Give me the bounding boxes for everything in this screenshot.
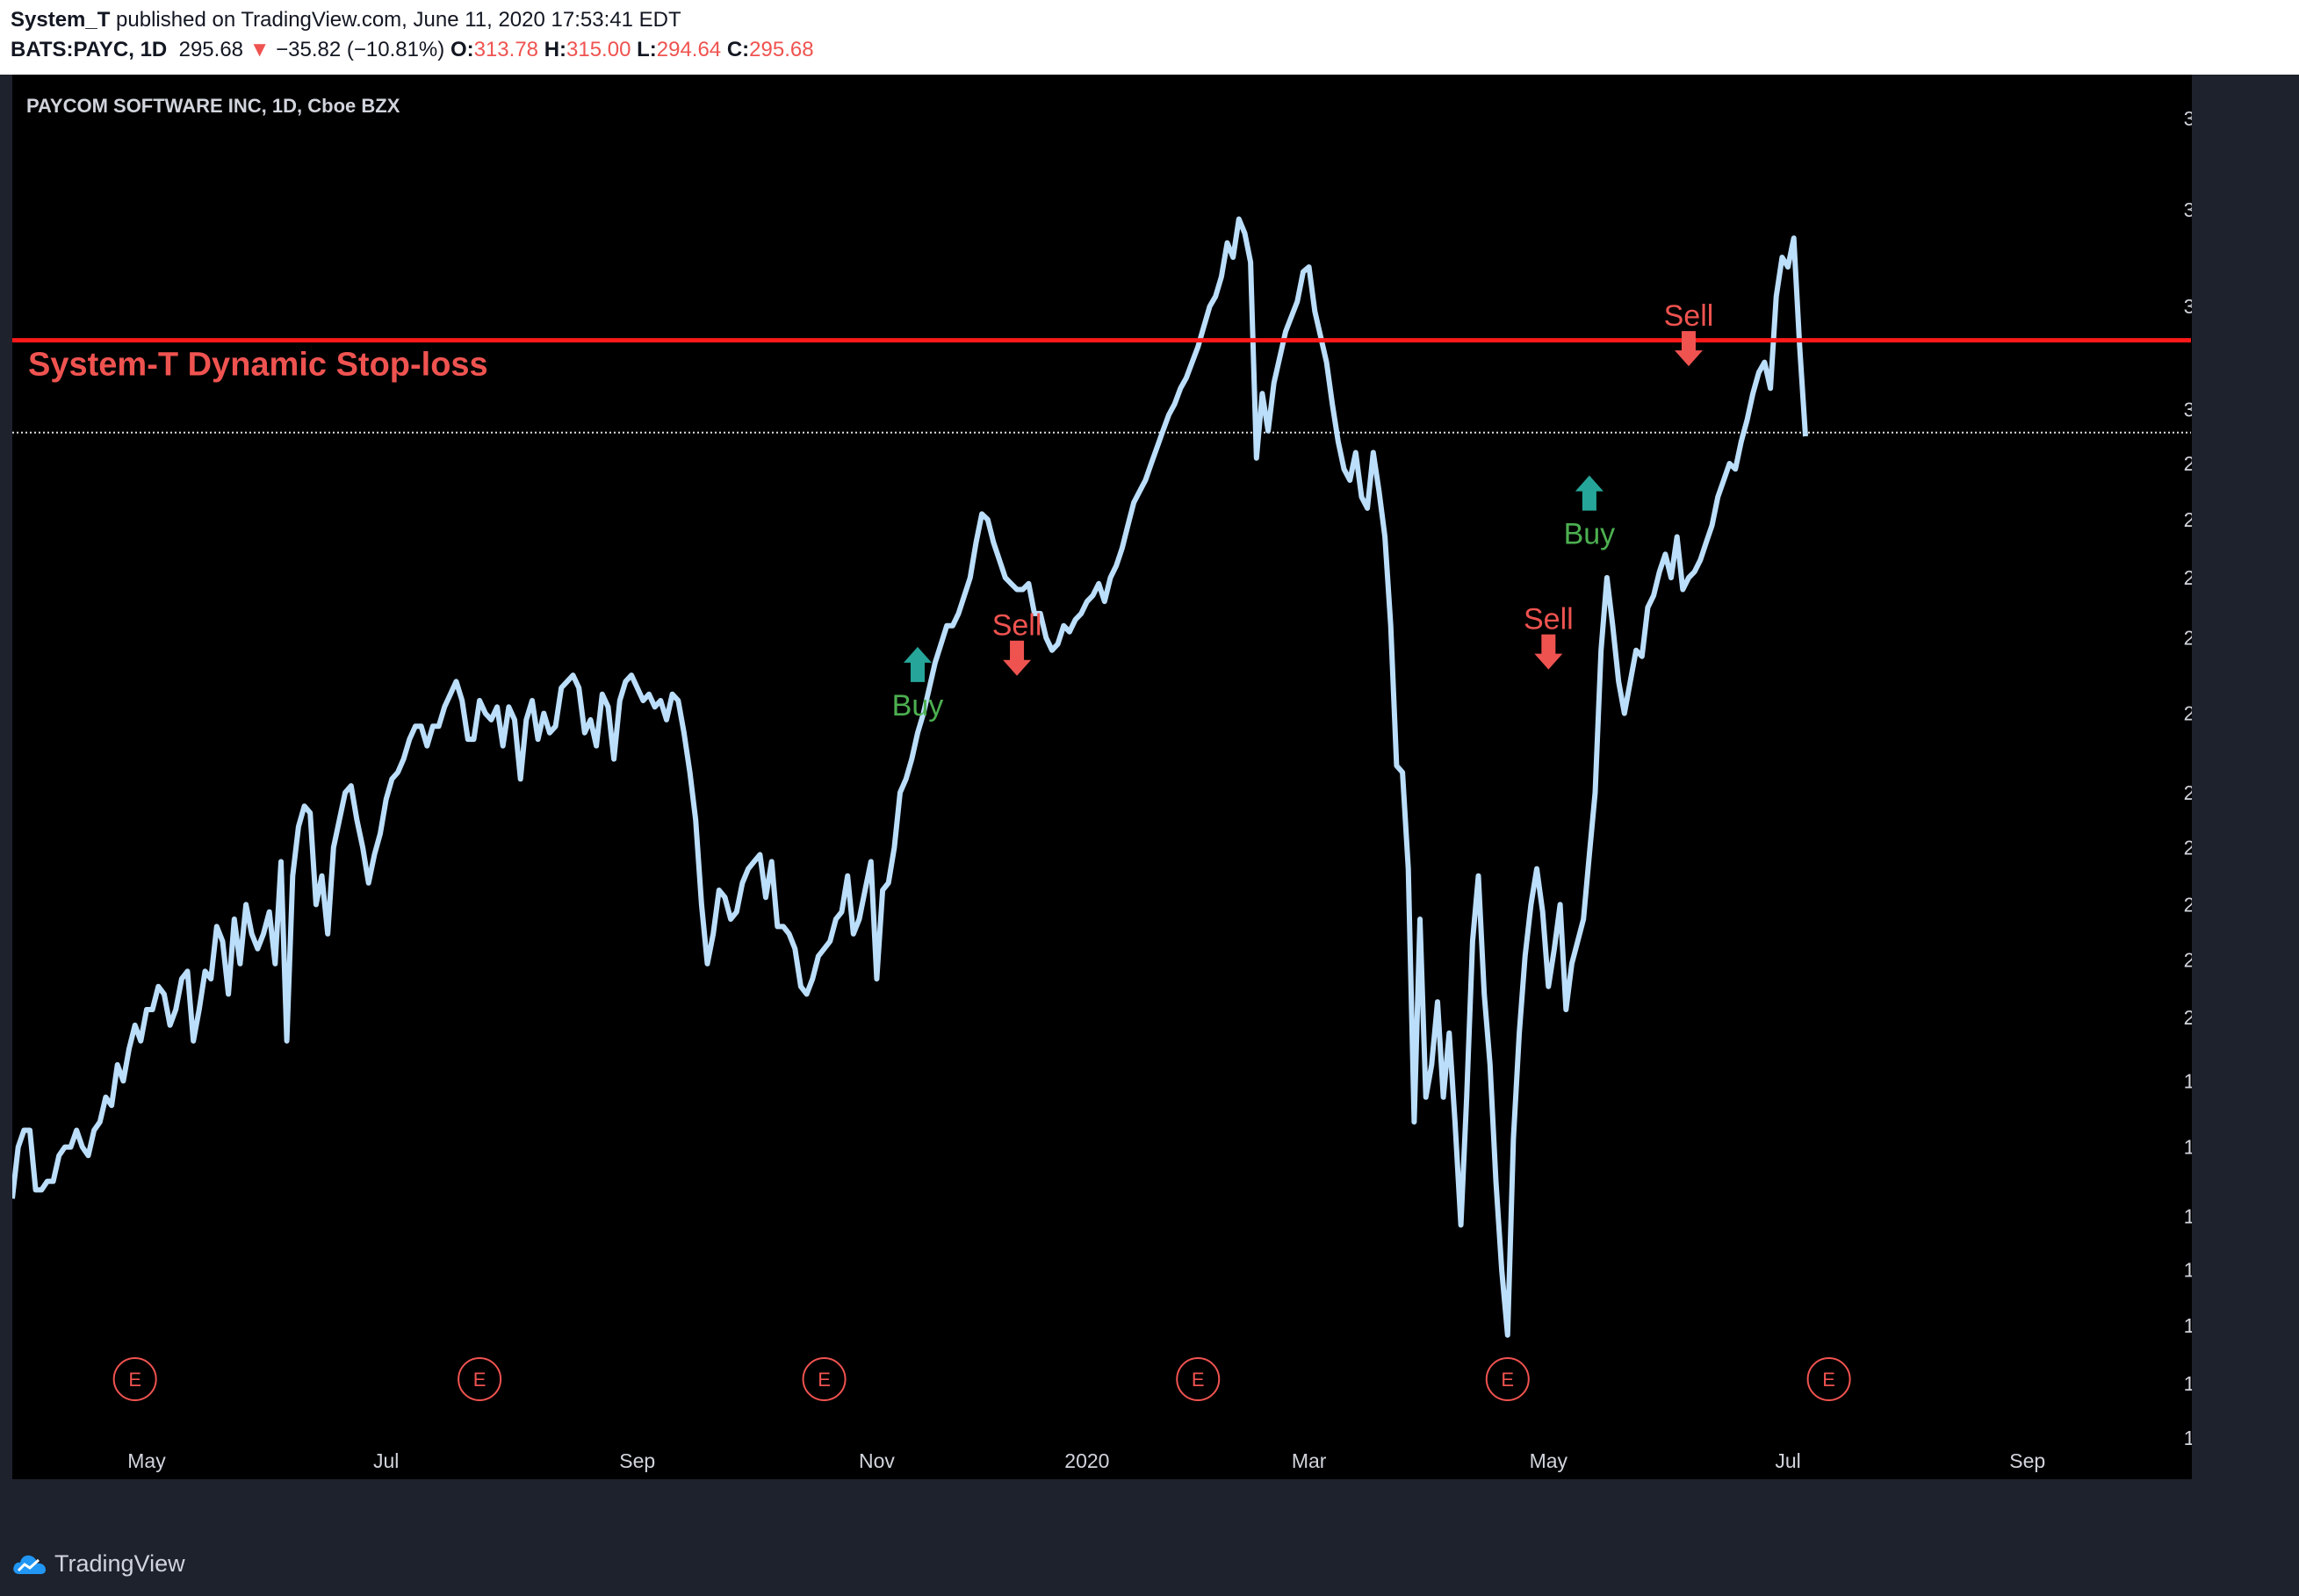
tradingview-logo[interactable]: TradingView bbox=[12, 1548, 185, 1579]
y-tick-label: 260.00 bbox=[2184, 627, 2192, 650]
sell-arrow-icon bbox=[1674, 331, 1703, 367]
y-tick-label: 197.00 bbox=[2184, 1069, 2192, 1092]
sell-label: Sell bbox=[1524, 603, 1574, 636]
x-tick-label: Jul bbox=[373, 1449, 399, 1472]
open-label: O: bbox=[450, 38, 474, 61]
earnings-marker-icon bbox=[802, 1357, 847, 1401]
earnings-marker-icon bbox=[1485, 1357, 1530, 1401]
x-tick-label: 2020 bbox=[1064, 1449, 1109, 1472]
earnings-marker-icon bbox=[1806, 1357, 1851, 1401]
y-tick-label: 360.00 bbox=[2184, 107, 2192, 130]
y-tick-label: 280.00 bbox=[2184, 508, 2192, 531]
buy-arrow-icon bbox=[903, 646, 932, 682]
x-tick-label: Jul bbox=[1775, 1449, 1800, 1472]
earnings-label: E bbox=[128, 1369, 141, 1391]
low-value: 294.64 bbox=[656, 38, 722, 61]
author-name[interactable]: System_T bbox=[11, 8, 111, 32]
open-value: 313.78 bbox=[473, 38, 539, 61]
x-tick-label: Nov bbox=[859, 1449, 895, 1472]
y-tick-label: 175.00 bbox=[2184, 1259, 2192, 1282]
y-tick-label: 205.00 bbox=[2184, 1006, 2192, 1029]
y-tick-label: 220.00 bbox=[2184, 893, 2192, 916]
chart-header: System_T published on TradingView.com, J… bbox=[0, 0, 2299, 75]
chart-area[interactable]: PAYCOM SOFTWARE INC, 1D, Cboe BZX 360.00… bbox=[12, 75, 2192, 1479]
y-tick-label: 163.00 bbox=[2184, 1372, 2192, 1395]
x-tick-label: Sep bbox=[2009, 1449, 2045, 1472]
symbol-info: BATS:PAYC, 1D 295.68 ▼ −35.82 (−10.81%) … bbox=[11, 38, 814, 62]
x-tick-label: Mar bbox=[1292, 1449, 1327, 1472]
x-tick-label: Sep bbox=[619, 1449, 655, 1472]
y-tick-label: 248.00 bbox=[2184, 702, 2192, 725]
y-tick-label: 236.00 bbox=[2184, 781, 2192, 804]
sell-label: Sell bbox=[1664, 299, 1714, 333]
published-text: published on TradingView.com, June 11, 2… bbox=[110, 8, 681, 32]
y-tick-label: 270.00 bbox=[2184, 566, 2192, 589]
y-tick-label: 212.50 bbox=[2184, 949, 2192, 972]
x-tick-label: May bbox=[1530, 1449, 1568, 1472]
sell-label: Sell bbox=[992, 609, 1042, 643]
y-tick-label: 340.00 bbox=[2184, 198, 2192, 221]
low-label: L: bbox=[637, 38, 657, 61]
earnings-label: E bbox=[1192, 1369, 1205, 1391]
brand-label: TradingView bbox=[54, 1549, 185, 1577]
price-change: −35.82 (−10.81%) bbox=[276, 38, 445, 61]
y-tick-label: 228.00 bbox=[2184, 836, 2192, 859]
cloud-icon bbox=[13, 1555, 46, 1574]
footer bbox=[0, 1529, 2299, 1596]
publish-info: System_T published on TradingView.com, J… bbox=[11, 8, 681, 32]
y-tick-label: 181.00 bbox=[2184, 1204, 2192, 1227]
earnings-label: E bbox=[473, 1369, 486, 1391]
close-value: 295.68 bbox=[749, 38, 814, 61]
buy-label: Buy bbox=[1564, 518, 1616, 551]
price-chart[interactable]: PAYCOM SOFTWARE INC, 1D, Cboe BZX 360.00… bbox=[12, 75, 2192, 1479]
earnings-marker-icon bbox=[1176, 1357, 1221, 1401]
y-tick-label: 300.00 bbox=[2184, 398, 2192, 421]
close-label: C: bbox=[726, 38, 750, 61]
chart-title: PAYCOM SOFTWARE INC, 1D, Cboe BZX bbox=[26, 95, 400, 117]
earnings-label: E bbox=[1501, 1369, 1514, 1391]
y-tick-label: 169.00 bbox=[2184, 1314, 2192, 1337]
high-label: H: bbox=[544, 38, 567, 61]
earnings-label: E bbox=[818, 1369, 831, 1391]
sell-arrow-icon bbox=[1003, 640, 1032, 676]
y-tick-label: 157.50 bbox=[2184, 1427, 2192, 1449]
buy-arrow-icon bbox=[1575, 475, 1604, 511]
y-tick-label: 189.00 bbox=[2184, 1136, 2192, 1159]
y-tick-label: 320.00 bbox=[2184, 295, 2192, 318]
earnings-marker-icon bbox=[112, 1357, 157, 1401]
earnings-marker-icon bbox=[458, 1357, 502, 1401]
earnings-label: E bbox=[1822, 1369, 1835, 1391]
x-tick-label: May bbox=[127, 1449, 166, 1472]
y-tick-label: 290.00 bbox=[2184, 452, 2192, 475]
last-price: 295.68 bbox=[178, 38, 244, 61]
stoploss-label: System-T Dynamic Stop-loss bbox=[28, 347, 488, 384]
high-value: 315.00 bbox=[566, 38, 631, 61]
price-series-line bbox=[12, 216, 1808, 1338]
symbol-label: BATS:PAYC, 1D bbox=[11, 38, 168, 61]
buy-label: Buy bbox=[892, 689, 944, 723]
down-arrow-icon: ▼ bbox=[249, 38, 270, 61]
sell-arrow-icon bbox=[1534, 634, 1563, 670]
